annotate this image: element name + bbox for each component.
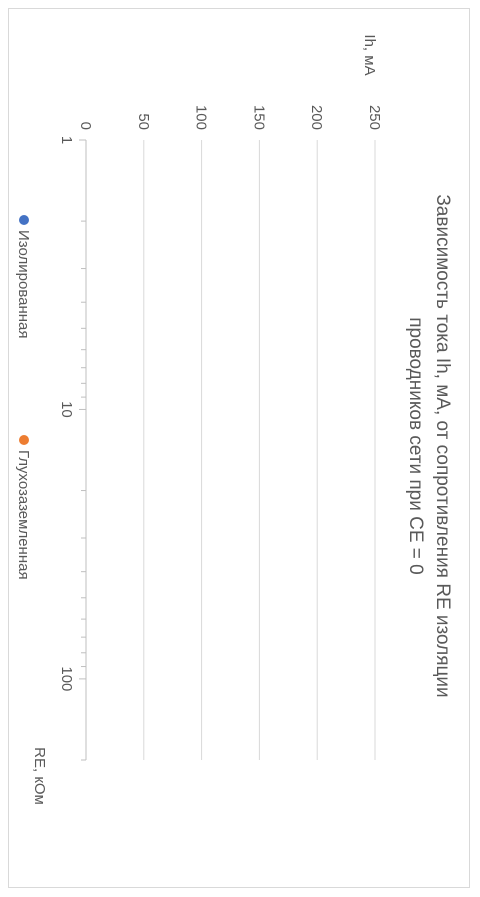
y-tick-label: 200 (308, 105, 325, 130)
legend-label: Изолированная (15, 230, 32, 339)
y-tick-label: 0 (77, 122, 94, 130)
y-tick-label: 50 (135, 113, 152, 130)
chart-title-line-1: Зависимость тока Ih, мА, от сопротивлени… (432, 194, 453, 697)
x-axis-title: RE, кОм (31, 747, 48, 805)
y-axis-title: Ih, мА (361, 34, 378, 75)
x-axis-ticks: 1 10 100 (58, 136, 75, 692)
y-axis-ticks: 0 50 100 150 200 250 (77, 105, 383, 130)
grid-lines (143, 140, 376, 760)
x-tick-label: 100 (58, 666, 75, 691)
x-axis (79, 139, 87, 761)
y-tick-label: 250 (366, 105, 383, 130)
x-tick-label: 1 (58, 136, 75, 144)
legend-label: Глухозаземленная (15, 450, 32, 580)
y-tick-label: 150 (250, 105, 267, 130)
chart-frame (8, 8, 470, 888)
y-tick-label: 100 (193, 105, 210, 130)
chart-title-line-2: проводников сети при CE = 0 (405, 317, 426, 575)
legend: Изолированная Глухозаземленная (15, 215, 32, 580)
legend-marker (19, 215, 29, 225)
legend-marker (19, 435, 29, 445)
x-tick-label: 10 (58, 401, 75, 418)
